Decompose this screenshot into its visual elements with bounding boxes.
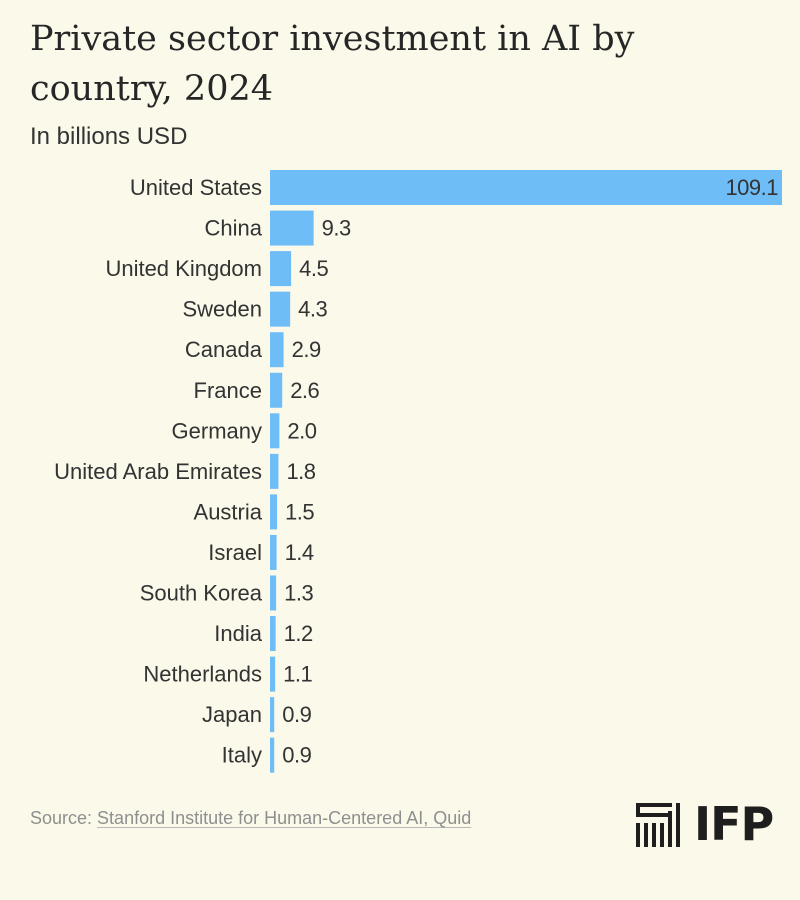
value-label-china: 9.3 xyxy=(322,216,351,241)
value-label-austria: 1.5 xyxy=(285,499,314,524)
category-label-israel: Israel xyxy=(208,540,262,565)
value-label-united-states: 109.1 xyxy=(725,175,778,200)
value-label-united-arab-emirates: 1.8 xyxy=(286,459,315,484)
category-label-italy: Italy xyxy=(222,743,262,768)
category-label-germany: Germany xyxy=(172,418,262,443)
bar-germany xyxy=(270,413,280,449)
value-label-italy: 0.9 xyxy=(282,743,311,768)
category-label-canada: Canada xyxy=(185,337,263,362)
value-label-netherlands: 1.1 xyxy=(283,662,312,687)
bar-india xyxy=(270,616,276,652)
value-label-sweden: 4.3 xyxy=(298,297,327,322)
source-note: Source: Stanford Institute for Human-Cen… xyxy=(30,806,471,830)
bar-japan xyxy=(270,697,275,733)
bar-united-arab-emirates xyxy=(270,453,279,489)
value-label-japan: 0.9 xyxy=(282,702,311,727)
bar-netherlands xyxy=(270,656,276,692)
ifp-stairs-logo-icon xyxy=(636,803,680,847)
category-label-japan: Japan xyxy=(202,702,262,727)
bar-united-states xyxy=(270,170,782,205)
category-label-united-kingdom: United Kingdom xyxy=(105,256,262,281)
value-label-israel: 1.4 xyxy=(285,540,314,565)
category-label-netherlands: Netherlands xyxy=(143,662,262,687)
bar-canada xyxy=(270,332,284,368)
value-label-canada: 2.9 xyxy=(292,337,321,362)
logo-text: IFP xyxy=(694,797,774,851)
bar-sweden xyxy=(270,291,291,327)
bar-israel xyxy=(270,534,277,570)
category-label-south-korea: South Korea xyxy=(140,581,263,606)
category-label-united-states: United States xyxy=(130,175,262,200)
value-label-germany: 2.0 xyxy=(287,418,316,443)
bar-china xyxy=(270,210,314,246)
category-label-austria: Austria xyxy=(194,499,263,524)
category-label-france: France xyxy=(194,378,262,403)
source-link[interactable]: Stanford Institute for Human-Centered AI… xyxy=(97,808,472,828)
ifp-logo: IFP xyxy=(636,797,786,851)
bar-chart: United States 109.1 China 9.3 United Kingdom… xyxy=(54,170,782,773)
bar-italy xyxy=(270,737,275,773)
bar-france xyxy=(270,372,283,408)
chart-title: Private sector investment in AI by count… xyxy=(30,19,635,109)
value-label-india: 1.2 xyxy=(284,621,313,646)
value-label-south-korea: 1.3 xyxy=(284,581,313,606)
category-label-china: China xyxy=(205,216,263,241)
source-prefix: Source: xyxy=(30,808,98,828)
value-label-france: 2.6 xyxy=(290,378,319,403)
bar-united-kingdom xyxy=(270,251,292,287)
category-label-united-arab-emirates: United Arab Emirates xyxy=(54,459,262,484)
value-label-united-kingdom: 4.5 xyxy=(299,256,328,281)
bar-austria xyxy=(270,494,278,530)
chart-subtitle: In billions USD xyxy=(30,123,188,150)
category-label-sweden: Sweden xyxy=(182,297,262,322)
bar-south-korea xyxy=(270,575,277,611)
category-label-india: India xyxy=(214,621,262,646)
